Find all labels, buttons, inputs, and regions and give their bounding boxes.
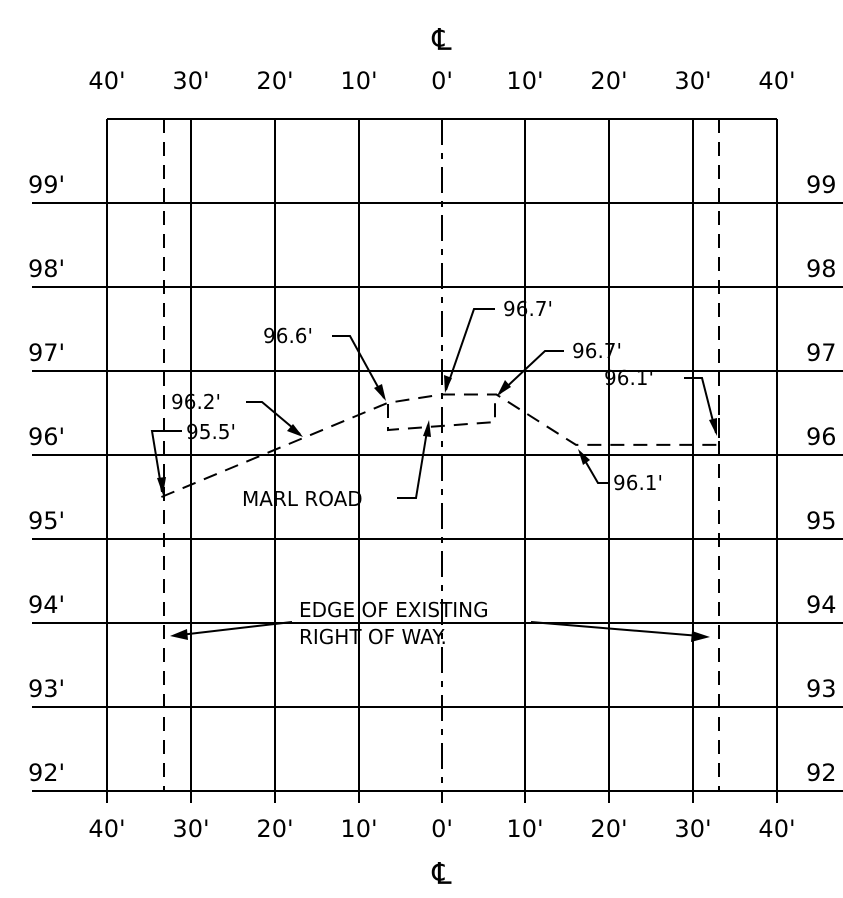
elevation-label: 97	[806, 339, 837, 367]
left-elevation-labels: 99' 98' 97' 96' 95' 94' 93' 92'	[28, 171, 65, 787]
callout-labels: 96.2' 95.5' 96.6' 96.7' 96.7' 96.1' 96.1…	[171, 297, 663, 649]
callout-row-line-2: RIGHT OF WAY.	[299, 625, 447, 649]
leader-96-1-row	[684, 377, 717, 434]
elevation-label: 96'	[28, 423, 65, 451]
x-tick-label: 20'	[590, 67, 627, 95]
leader-96-7-road	[498, 350, 564, 395]
x-tick-label: 40'	[88, 67, 125, 95]
marl-road-outline	[387, 396, 496, 432]
callout-95-5: 95.5'	[186, 420, 236, 444]
x-tick-label: 10'	[506, 67, 543, 95]
elevation-label: 93	[806, 675, 837, 703]
elevation-label: 94	[806, 591, 837, 619]
callout-96-1-row: 96.1'	[604, 366, 654, 390]
callout-96-6: 96.6'	[263, 324, 313, 348]
elevation-label: 93'	[28, 675, 65, 703]
elevation-label: 95'	[28, 507, 65, 535]
arrowhead	[170, 629, 188, 640]
elevation-label: 92'	[28, 759, 65, 787]
leader-96-2	[246, 401, 301, 435]
leader-96-6	[332, 335, 385, 399]
leader-95-5	[150, 430, 182, 493]
leader-row-right	[530, 621, 701, 637]
callout-96-7-road: 96.7'	[572, 339, 622, 363]
x-tick-label: 0'	[431, 815, 453, 843]
x-tick-label: 30'	[172, 67, 209, 95]
centerline-symbol-bottom: ℄	[431, 857, 452, 892]
arrowhead	[444, 375, 452, 393]
grid	[32, 118, 843, 803]
arrowhead	[287, 424, 303, 437]
x-tick-label: 20'	[256, 67, 293, 95]
x-tick-label: 20'	[256, 815, 293, 843]
elevation-label: 95	[806, 507, 837, 535]
right-elevation-labels: 99 98 97 96 95 94 93 92	[806, 171, 837, 787]
leader-marl-road	[397, 424, 429, 499]
arrowhead	[157, 477, 166, 495]
elevation-label: 94'	[28, 591, 65, 619]
x-tick-label: 40'	[758, 67, 795, 95]
leader-row-left	[179, 621, 293, 636]
callout-marl-road: MARL ROAD	[242, 487, 363, 511]
callout-96-2: 96.2'	[171, 390, 221, 414]
elevation-label: 92	[806, 759, 837, 787]
x-tick-label: 10'	[340, 67, 377, 95]
arrowhead	[709, 418, 717, 436]
existing-ground-profile	[161, 393, 719, 498]
elevation-label: 96	[806, 423, 837, 451]
elevation-label: 98'	[28, 255, 65, 283]
arrowhead	[497, 380, 511, 396]
x-tick-label: 40'	[88, 815, 125, 843]
x-tick-label: 30'	[172, 815, 209, 843]
arrowhead	[691, 631, 710, 642]
arrowhead	[578, 449, 590, 465]
bottom-axis-labels: 40' 30' 20' 10' 0' 10' 20' 30' 40'	[88, 815, 795, 843]
x-tick-label: 0'	[431, 67, 453, 95]
x-tick-label: 30'	[674, 67, 711, 95]
callout-row-line-1: EDGE OF EXISTING	[299, 598, 489, 622]
x-tick-label: 10'	[340, 815, 377, 843]
elevation-label: 99'	[28, 171, 65, 199]
arrowhead	[423, 420, 431, 437]
x-tick-label: 40'	[758, 815, 795, 843]
callout-96-7-centerline: 96.7'	[503, 297, 553, 321]
leader-96-7-centerline	[445, 308, 495, 391]
x-tick-label: 10'	[506, 815, 543, 843]
x-tick-label: 30'	[674, 815, 711, 843]
elevation-label: 99	[806, 171, 837, 199]
arrowhead	[374, 384, 386, 401]
callout-96-1-ground: 96.1'	[613, 471, 663, 495]
centerline-symbol-top: ℄	[431, 23, 452, 58]
elevation-label: 97'	[28, 339, 65, 367]
x-tick-label: 20'	[590, 815, 627, 843]
callout-leaders	[150, 308, 717, 642]
elevation-label: 98	[806, 255, 837, 283]
top-axis-labels: 40' 30' 20' 10' 0' 10' 20' 30' 40'	[88, 67, 795, 95]
